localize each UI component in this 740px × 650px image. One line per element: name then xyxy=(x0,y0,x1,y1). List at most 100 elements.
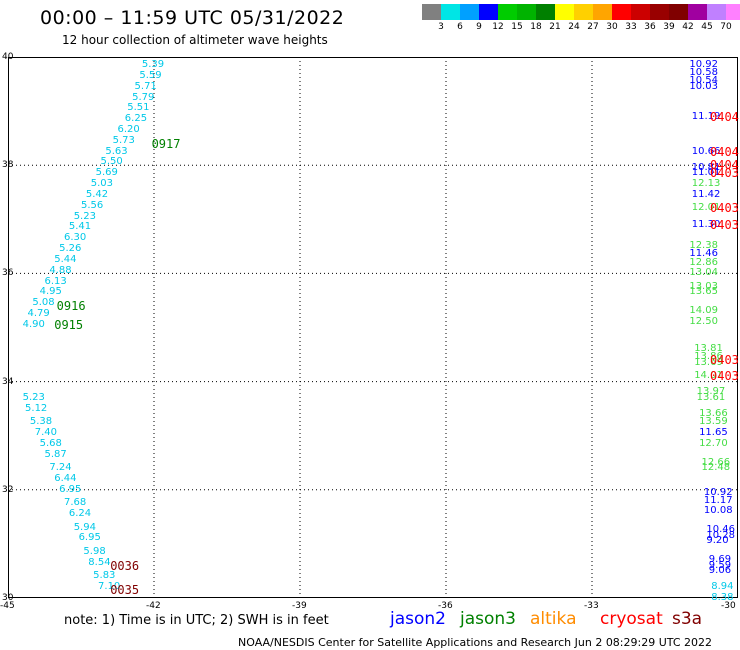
wave-height-label: 11.30 xyxy=(691,218,721,230)
wave-height-label: 10.54 xyxy=(689,75,718,87)
colorbar-swatch xyxy=(688,4,707,20)
wave-height-label: 5.12 xyxy=(25,402,48,414)
wave-height-label: 6.95 xyxy=(59,483,82,495)
wave-height-label: 10.92 xyxy=(689,59,718,71)
wave-height-label: 14.09 xyxy=(689,305,718,317)
wave-height-label: 4.95 xyxy=(39,286,62,298)
colorbar-label: 24 xyxy=(568,22,580,32)
wave-height-label: 7.24 xyxy=(49,462,72,474)
colorbar-label: 36 xyxy=(644,22,656,32)
map-plot-area xyxy=(8,57,738,598)
wave-height-label: 9.59 xyxy=(708,559,732,571)
colorbar-swatch xyxy=(555,4,574,20)
satellite-legend-s3a: s3a xyxy=(672,609,703,629)
colorbar-swatch xyxy=(574,4,593,20)
wave-height-label: 5.08 xyxy=(32,297,55,309)
wave-height-label: 11.01 xyxy=(691,167,721,179)
colorbar-label: 33 xyxy=(625,22,637,32)
wave-height-label: 12.70 xyxy=(699,437,728,449)
pass-time-label: 0917 xyxy=(151,136,181,151)
wave-height-label: 5.42 xyxy=(85,188,109,200)
colorbar-label: 39 xyxy=(663,22,675,32)
wave-height-label: 13.81 xyxy=(694,343,723,355)
wave-height-label: 13.86 xyxy=(694,351,723,363)
wave-height-label: 13.59 xyxy=(699,416,728,428)
wave-height-label: 8.94 xyxy=(711,581,734,593)
wave-height-label: 5.68 xyxy=(39,437,62,449)
colorbar-swatch xyxy=(460,4,479,20)
colorbar-label: 3 xyxy=(438,22,444,32)
lon-tick-label: -36 xyxy=(438,601,453,611)
satellite-legend-jason3: jason3 xyxy=(460,609,516,629)
wave-height-label: 5.63 xyxy=(105,145,128,157)
lat-tick-label: 38 xyxy=(2,160,14,171)
colorbar-swatch xyxy=(498,4,517,20)
wave-height-label: 6.25 xyxy=(124,113,148,125)
lat-tick-label: 34 xyxy=(2,376,14,387)
colorbar-label: 21 xyxy=(549,22,561,32)
pass-time-label: 0036 xyxy=(110,558,140,573)
wave-height-label: 10.81 xyxy=(691,161,721,173)
wave-height-label: 10.58 xyxy=(689,67,718,79)
wave-height-label: 12.38 xyxy=(689,240,718,252)
wave-height-label: 12.86 xyxy=(689,256,718,268)
wave-height-label: 6.20 xyxy=(117,124,140,136)
colorbar-label: 42 xyxy=(682,22,694,32)
wave-height-label: 11.42 xyxy=(691,188,721,200)
colorbar-swatch xyxy=(612,4,631,20)
lon-tick-label: -45 xyxy=(0,601,15,611)
colorbar-label: 15 xyxy=(511,22,523,32)
wave-height-label: 5.83 xyxy=(93,570,116,582)
wave-height-label: 11.17 xyxy=(703,494,733,506)
wave-height-label: 9.69 xyxy=(708,554,732,566)
wave-height-label: 13.97 xyxy=(696,386,726,398)
colorbar-swatch xyxy=(441,4,460,20)
grid-lines xyxy=(8,57,738,598)
pass-time-label: 0404 xyxy=(710,109,739,124)
wave-height-label: 5.98 xyxy=(83,546,106,557)
lon-tick-label: -30 xyxy=(721,601,736,611)
wave-height-label: 14.01 xyxy=(694,370,723,382)
lat-tick-label: 32 xyxy=(2,484,14,495)
colorbar-swatch xyxy=(707,4,726,20)
lon-tick-label: -42 xyxy=(146,601,161,611)
colorbar-label: 27 xyxy=(587,22,599,32)
wave-height-label: 4.88 xyxy=(49,264,72,276)
satellite-legend-cryosat: cryosat xyxy=(600,609,663,629)
wave-height-label: 4.79 xyxy=(27,307,50,319)
wave-height-label: 13.66 xyxy=(699,408,728,420)
wave-height-label: 5.23 xyxy=(73,210,96,222)
wave-height-label: 10.46 xyxy=(706,524,735,536)
pass-time-label: 0403 xyxy=(710,369,739,384)
wave-height-label: 5.71 xyxy=(134,80,157,92)
lat-tick-label: 40 xyxy=(2,52,14,62)
wave-height-label: 5.87 xyxy=(44,448,67,460)
wave-height-label: 12.50 xyxy=(689,316,718,328)
pass-time-label: 0403 xyxy=(710,201,739,216)
colorbar-label: 30 xyxy=(606,22,618,32)
wave-height-label: 7.68 xyxy=(63,497,87,509)
wave-height-label: 9.20 xyxy=(706,535,729,547)
wave-height-label: 5.41 xyxy=(68,221,92,233)
wave-height-label: 12.13 xyxy=(691,178,721,190)
wave-height-label: 8.54 xyxy=(88,556,111,568)
map-subtitle: 12 hour collection of altimeter wave hei… xyxy=(62,33,328,47)
wave-height-label: 12.66 xyxy=(701,456,731,468)
wave-height-label: 5.94 xyxy=(73,521,96,533)
pass-time-label: 0404 xyxy=(710,144,739,159)
lon-tick-label: -39 xyxy=(292,601,307,611)
colorbar-label: 6 xyxy=(457,22,463,32)
wave-height-label: 5.73 xyxy=(112,134,135,146)
wave-height-label: 5.59 xyxy=(139,69,162,81)
colorbar-swatch xyxy=(669,4,688,20)
pass-time-label: 0403 xyxy=(710,217,739,232)
wave-height-label: 7.40 xyxy=(34,426,58,438)
colorbar-swatch xyxy=(422,4,441,20)
colorbar-label: 9 xyxy=(476,22,482,32)
colorbar-swatch xyxy=(593,4,612,20)
colorbar-swatch xyxy=(536,4,555,20)
satellite-legend-altika: altika xyxy=(530,609,577,629)
wave-height-label: 5.03 xyxy=(90,178,113,190)
wave-height-label: 12.01 xyxy=(691,202,721,214)
pass-time-label: 0403 xyxy=(710,352,739,367)
